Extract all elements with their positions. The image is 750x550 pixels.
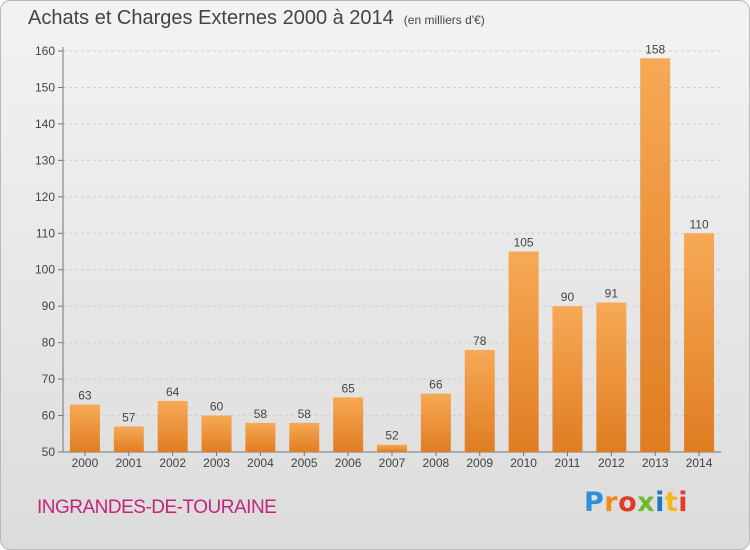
x-tick-label: 2012 (598, 456, 625, 470)
bar-value-label: 58 (298, 407, 312, 421)
bar-value-label: 65 (341, 381, 355, 395)
x-tick-label: 2005 (291, 456, 318, 470)
y-tick-label: 70 (42, 372, 56, 386)
y-tick-label: 160 (35, 44, 55, 58)
proxiti-logo: Proxiti (584, 487, 688, 518)
x-tick-label: 2008 (423, 456, 450, 470)
bar-value-label: 63 (78, 389, 92, 403)
x-tick-label: 2001 (115, 456, 142, 470)
y-tick-label: 150 (35, 80, 55, 94)
bar-value-label: 58 (254, 407, 268, 421)
x-tick-label: 2000 (72, 456, 99, 470)
logo-letter: i (678, 487, 689, 518)
bar-value-label: 110 (689, 217, 708, 231)
chart-title-text: Achats et Charges Externes 2000 à 2014 (28, 7, 394, 29)
bars (69, 58, 715, 453)
bar (69, 404, 100, 452)
x-tick-label: 2010 (510, 456, 537, 470)
x-tick-label: 2009 (466, 456, 493, 470)
y-tick-label: 100 (35, 263, 55, 277)
bar-value-label: 57 (122, 410, 136, 424)
bar (596, 302, 627, 452)
y-tick-label: 110 (36, 226, 55, 240)
bar-value-label: 52 (385, 429, 399, 443)
logo-letter: o (618, 487, 638, 518)
x-tick-label: 2004 (247, 456, 274, 470)
bar-value-label: 66 (429, 378, 443, 392)
y-tick-label: 50 (42, 445, 56, 459)
bar (684, 233, 715, 452)
logo-letter: t (664, 487, 679, 518)
bar-value-label: 78 (473, 334, 487, 348)
bar (640, 58, 671, 453)
y-tick-label: 90 (42, 299, 56, 313)
town-name: INGRANDES-DE-TOURAINE (37, 497, 277, 518)
x-tick-label: 2006 (335, 456, 362, 470)
logo-letter: P (584, 487, 605, 518)
bar-value-label: 60 (210, 400, 224, 414)
bar (289, 422, 320, 452)
bar-value-label: 105 (514, 236, 534, 250)
y-tick-label: 80 (42, 336, 56, 350)
axes: 50 60 70 80 90 100 110 120 130 140 150 160 2000 2001 2… (35, 44, 721, 470)
x-tick-label: 2007 (379, 456, 406, 470)
bar (552, 306, 583, 452)
value-labels: 63 57 64 60 58 58 65 52 66 78 105 90 91 158 110 (78, 42, 709, 442)
x-tick-label: 2003 (203, 456, 230, 470)
logo-letter: r (604, 487, 619, 518)
y-tick-label: 120 (35, 190, 55, 204)
bar (157, 400, 188, 452)
bar-value-label: 64 (166, 385, 180, 399)
chart-title: Achats et Charges Externes 2000 à 2014 (e… (28, 7, 485, 30)
x-tick-label: 2014 (686, 456, 713, 470)
logo-letter: i (655, 487, 665, 518)
bar (464, 349, 495, 452)
bar (113, 426, 144, 452)
chart-unit: (en milliers d'€) (403, 13, 485, 27)
bar-value-label: 158 (645, 42, 665, 56)
y-tick-label: 60 (42, 409, 56, 423)
y-tick-label: 130 (35, 153, 55, 167)
bar (333, 397, 364, 452)
bar (201, 415, 232, 452)
bar-value-label: 90 (561, 290, 575, 304)
x-tick-label: 2011 (555, 456, 581, 470)
bar (420, 393, 451, 452)
y-tick-label: 140 (35, 117, 55, 131)
bar-value-label: 91 (605, 287, 619, 301)
bar (377, 444, 407, 452)
logo-letter: x (637, 487, 656, 518)
x-tick-label: 2002 (159, 456, 186, 470)
x-tick-label: 2013 (642, 456, 669, 470)
bar (245, 422, 276, 452)
bar (508, 251, 539, 452)
